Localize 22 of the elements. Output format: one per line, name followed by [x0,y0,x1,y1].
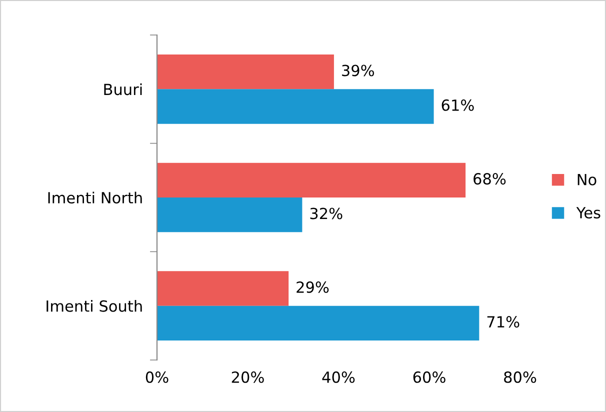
bar [157,306,480,340]
x-tick-label: 0% [146,371,168,383]
x-tick-label: 20% [232,371,264,383]
bar [157,271,289,306]
bar [157,54,334,90]
y-tick-label: Imenti North [48,192,142,204]
data-label: 29% [296,281,329,293]
x-tick-label: 40% [322,371,355,383]
x-tick-label: 80% [504,371,536,383]
legend-label: Yes [576,207,600,218]
bar [157,89,434,124]
bar [157,162,466,198]
data-label: 39% [342,64,374,76]
y-tick-label: Buuri [104,83,142,96]
bar [157,198,302,232]
legend-label: No [578,174,596,186]
x-tick-label: 60% [413,371,446,383]
data-label: 68% [474,173,506,185]
y-tick-label: Imenti South [46,300,142,312]
data-label: 71% [487,316,520,328]
data-label: 61% [442,99,474,111]
data-label: 32% [310,208,342,220]
